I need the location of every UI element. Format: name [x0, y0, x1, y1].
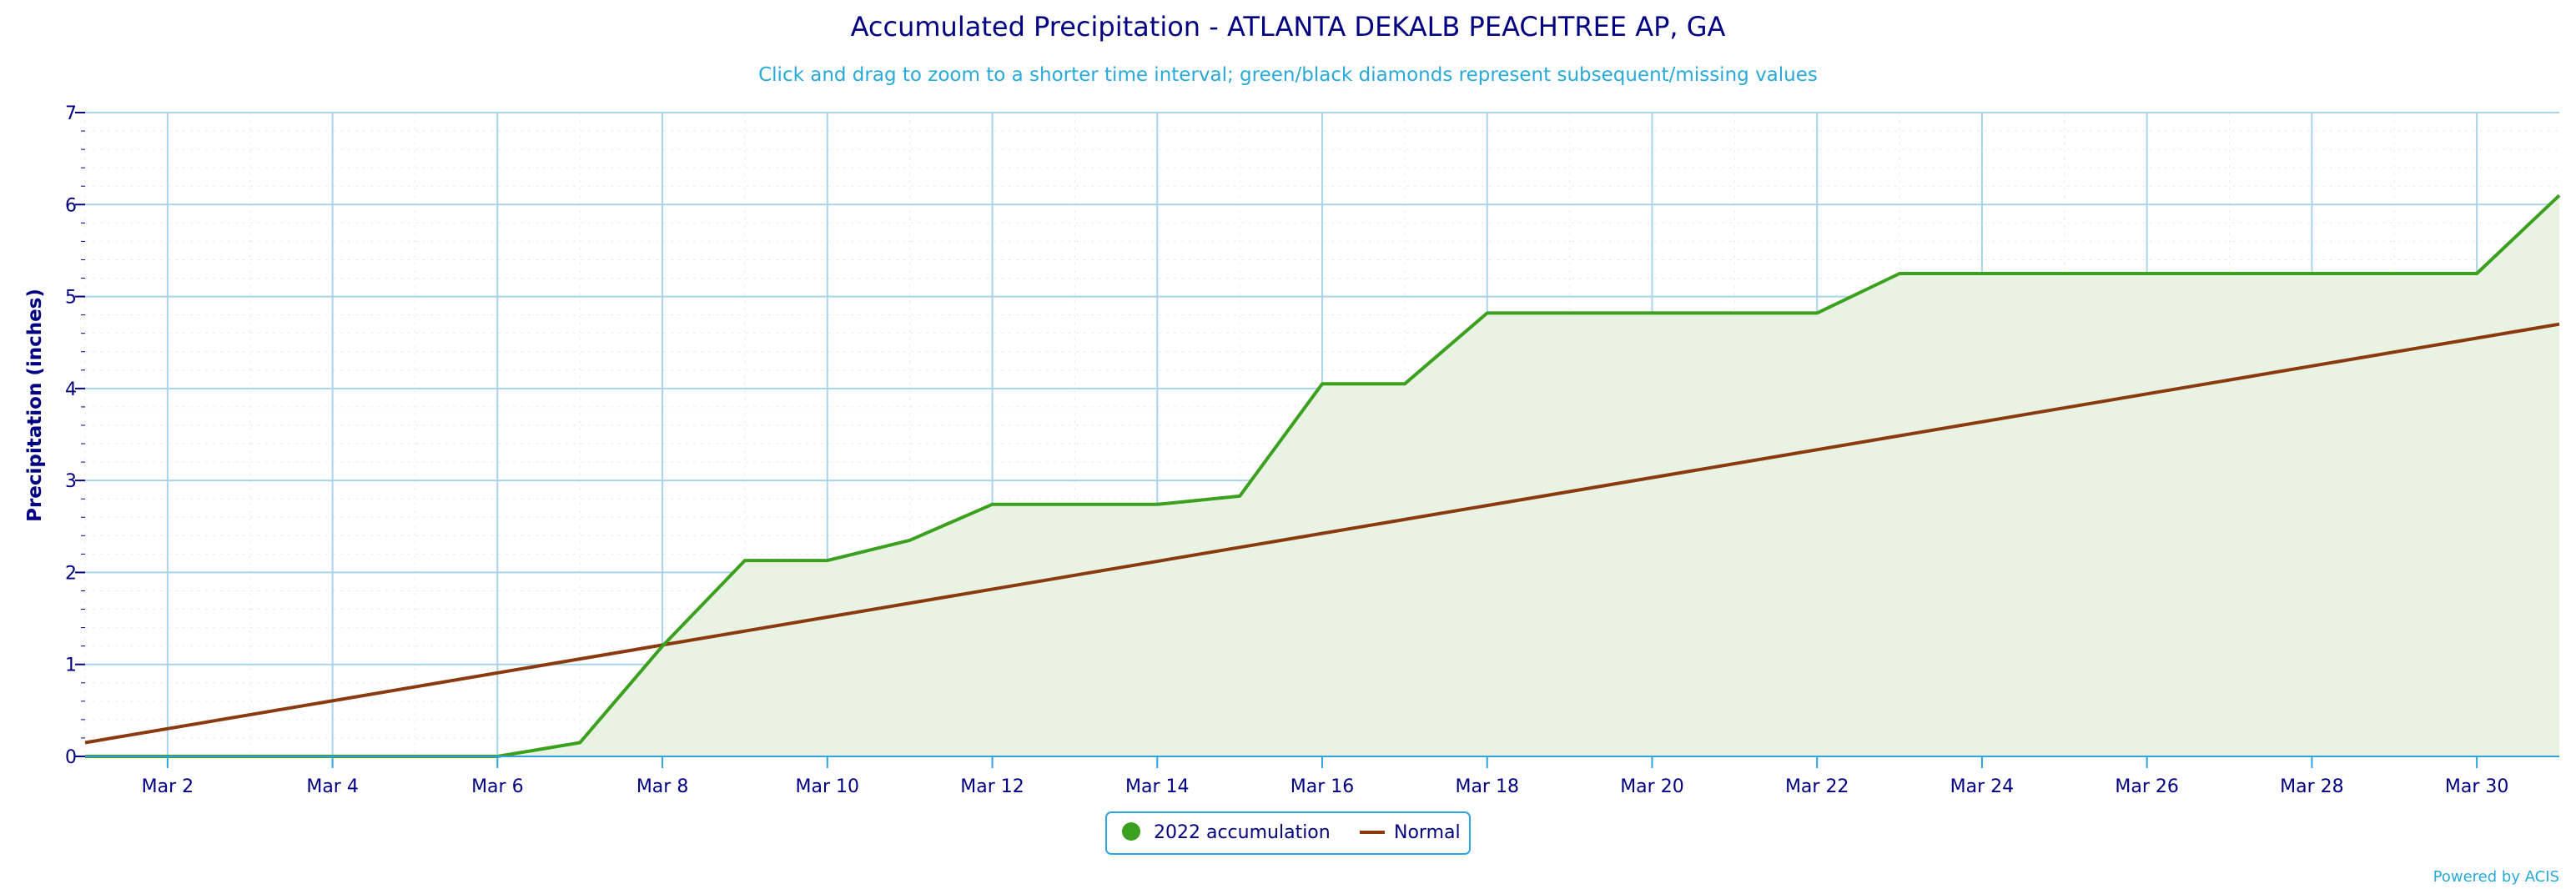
y-axis-ticks: 0 1 2 3 4 5 6 7	[65, 103, 85, 768]
accumulation-point[interactable]	[1482, 307, 1493, 319]
accumulation-point[interactable]	[1647, 307, 1658, 319]
accumulation-point[interactable]	[1976, 268, 1988, 279]
accumulation-point[interactable]	[1316, 378, 1328, 389]
credit-link[interactable]: Powered by ACIS	[2433, 868, 2559, 886]
accumulation-point[interactable]	[822, 555, 833, 566]
y-tick-label: 4	[65, 379, 77, 400]
x-tick-label: Mar 8	[636, 776, 689, 797]
chart-subtitle: Click and drag to zoom to a shorter time…	[758, 64, 1818, 86]
accumulation-point[interactable]	[1069, 499, 1080, 510]
legend-marker-2022-accumulation	[1122, 822, 1140, 841]
accumulation-point[interactable]	[1811, 307, 1823, 319]
x-tick-label: Mar 14	[1125, 776, 1190, 797]
chart-title: Accumulated Precipitation - ATLANTA DEKA…	[851, 11, 1726, 43]
accumulation-point[interactable]	[657, 640, 668, 652]
accumulation-point[interactable]	[2059, 268, 2070, 279]
x-tick-label: Mar 12	[960, 776, 1024, 797]
legend-label-2022-accumulation: 2022 accumulation	[1154, 822, 1331, 843]
x-tick-label: Mar 30	[2445, 776, 2509, 797]
normal-line[interactable]	[84, 322, 2560, 745]
accumulation-area-fill	[85, 195, 2559, 757]
legend-box	[1105, 811, 1471, 855]
x-tick-label: Mar 2	[142, 776, 194, 797]
accumulation-point[interactable]	[904, 535, 916, 546]
x-tick-label: Mar 20	[1620, 776, 1684, 797]
legend-item-normal[interactable]: Normal	[1360, 822, 1461, 843]
x-tick-label: Mar 16	[1291, 776, 1355, 797]
x-tick-label: Mar 18	[1455, 776, 1519, 797]
legend-item-2022-accumulation[interactable]: 2022 accumulation	[1122, 822, 1331, 843]
y-tick-label: 5	[65, 288, 77, 309]
legend: 2022 accumulation Normal	[1105, 811, 1471, 855]
legend-label-normal: Normal	[1394, 822, 1461, 843]
x-tick-label: Mar 22	[1785, 776, 1849, 797]
y-tick-label: 7	[65, 103, 77, 124]
accumulation-point[interactable]	[1728, 307, 1740, 319]
y-tick-label: 3	[65, 471, 77, 492]
accumulation-point[interactable]	[2224, 268, 2236, 279]
y-tick-label: 1	[65, 655, 77, 676]
x-tick-label: Mar 26	[2115, 776, 2179, 797]
x-tick-label: Mar 6	[471, 776, 524, 797]
x-tick-label: Mar 24	[1950, 776, 2015, 797]
accumulation-point[interactable]	[2553, 189, 2565, 201]
y-tick-label: 6	[65, 195, 77, 216]
accumulation-point[interactable]	[2471, 268, 2483, 279]
accumulation-point[interactable]	[2141, 268, 2153, 279]
accumulation-point[interactable]	[2388, 268, 2400, 279]
accumulation-point[interactable]	[1151, 499, 1163, 510]
y-tick-label: 2	[65, 563, 77, 584]
minor-gridlines	[84, 113, 2559, 756]
accumulation-point[interactable]	[739, 555, 751, 566]
accumulation-point[interactable]	[2306, 268, 2317, 279]
accumulation-point[interactable]	[1234, 490, 1245, 502]
accumulation-point[interactable]	[1399, 378, 1411, 389]
y-axis-title: Precipitation (inches)	[24, 289, 46, 522]
accumulation-point[interactable]	[1894, 268, 1905, 279]
x-tick-label: Mar 10	[796, 776, 860, 797]
x-tick-label: Mar 28	[2280, 776, 2344, 797]
accumulation-point[interactable]	[1564, 307, 1576, 319]
x-tick-label: Mar 4	[306, 776, 359, 797]
x-axis-ticks: Mar 2 Mar 4 Mar 6 Mar 8 Mar 10 Mar 12 Mar 14 Ma…	[142, 756, 2509, 797]
y-tick-label: 0	[65, 747, 77, 768]
accumulation-point[interactable]	[574, 737, 586, 749]
accumulation-point[interactable]	[987, 499, 999, 510]
